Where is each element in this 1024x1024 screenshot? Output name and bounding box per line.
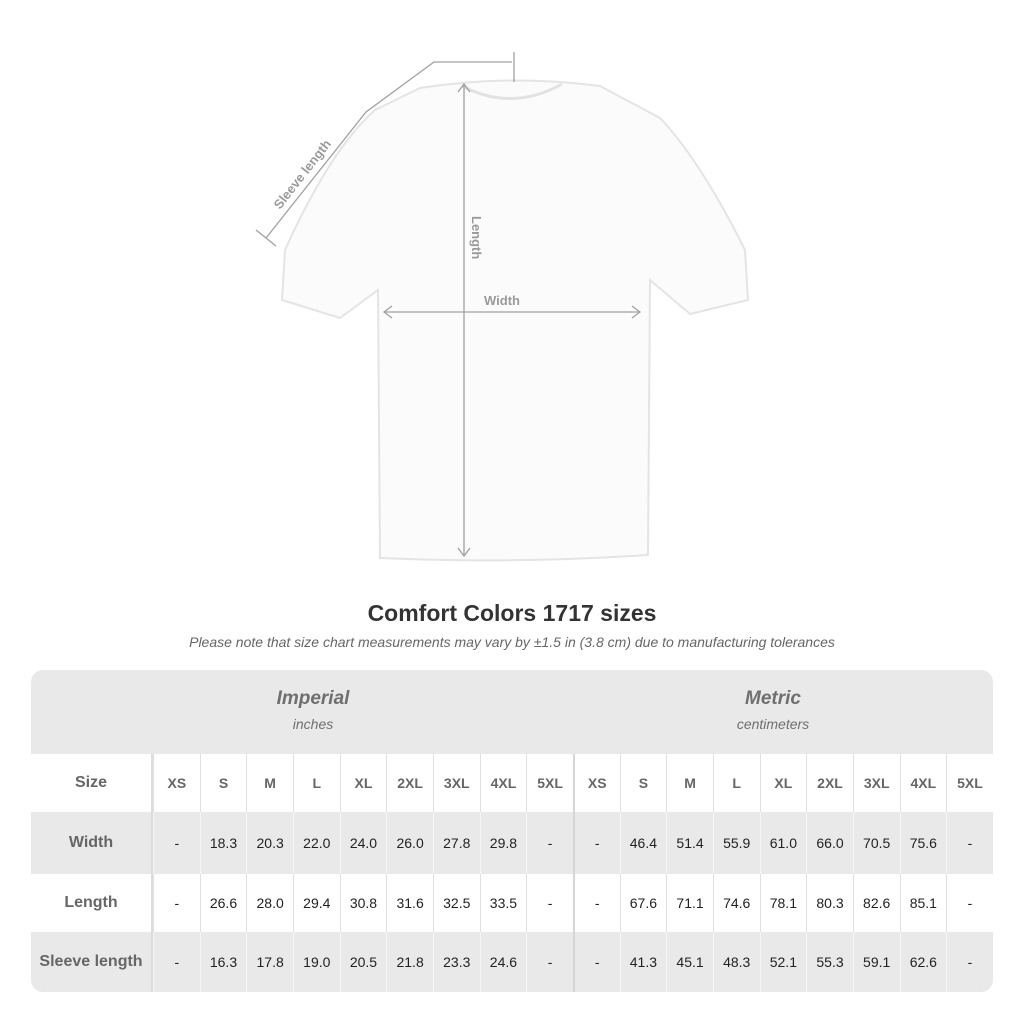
table-cell: 59.1 [852, 932, 900, 992]
table-cell: S [199, 754, 247, 812]
row-label: Sleeve length [31, 932, 153, 992]
table-cell: 29.8 [479, 812, 527, 874]
table-cell: 32.5 [432, 874, 480, 932]
size-header-row: Size XS S M L XL 2XL 3XL 4XL 5XL XS S M L XL 2XL 3XL 4XL 5… [31, 754, 993, 812]
table-cell: 4XL [479, 754, 527, 812]
table-cell: - [153, 874, 200, 932]
imperial-header: Imperial inches [153, 670, 473, 754]
table-cell: 24.6 [479, 932, 527, 992]
table-cell: XS [572, 754, 620, 812]
table-cell: - [526, 812, 573, 874]
table-cell: 3XL [432, 754, 480, 812]
size-table: Imperial inches Metric centimeters Size X… [31, 670, 993, 992]
table-cell: 46.4 [619, 812, 667, 874]
table-cell: 78.1 [759, 874, 807, 932]
table-cell: 74.6 [712, 874, 760, 932]
table-cell: 19.0 [292, 932, 340, 992]
table-cell: 82.6 [852, 874, 900, 932]
table-cell: L [292, 754, 340, 812]
table-cell: 67.6 [619, 874, 667, 932]
table-cell: 62.6 [899, 932, 947, 992]
tshirt-diagram: Sleeve length Length Width [255, 52, 750, 562]
table-cell: 2XL [806, 754, 853, 812]
table-cell: 45.1 [666, 932, 713, 992]
table-cell: S [619, 754, 667, 812]
table-header [31, 670, 993, 754]
row-label: Width [31, 812, 153, 874]
table-cell: 5XL [946, 754, 993, 812]
metric-title: Metric [745, 688, 801, 709]
table-cell: 31.6 [386, 874, 433, 932]
row-label: Length [31, 874, 153, 932]
table-cell: 26.6 [199, 874, 247, 932]
table-cell: 21.8 [386, 932, 433, 992]
table-cell: L [712, 754, 760, 812]
table-cell: 4XL [899, 754, 947, 812]
table-cell: - [946, 932, 993, 992]
table-cell: - [572, 932, 620, 992]
table-cell: 41.3 [619, 932, 667, 992]
length-label: Length [469, 216, 484, 259]
table-cell: 51.4 [666, 812, 713, 874]
metric-unit: centimeters [736, 716, 810, 732]
table-cell: 33.5 [479, 874, 527, 932]
table-cell: - [946, 812, 993, 874]
metric-header: Metric centimeters [573, 670, 973, 754]
row-label: Size [31, 754, 153, 812]
table-cell: 22.0 [292, 812, 340, 874]
table-cell: 27.8 [432, 812, 480, 874]
table-cell: 61.0 [759, 812, 807, 874]
width-label: Width [484, 293, 520, 308]
imperial-title: Imperial [276, 688, 350, 709]
table-cell: XL [759, 754, 807, 812]
table-cell: - [153, 932, 200, 992]
table-cell: - [572, 812, 620, 874]
table-row: Length -26.6 28.0 29.4 30.8 31.6 32.5 33.5- -67.… [31, 874, 993, 932]
table-cell: - [572, 874, 620, 932]
table-cell: 24.0 [339, 812, 387, 874]
table-cell: 16.3 [199, 932, 247, 992]
table-cell: - [153, 812, 200, 874]
table-cell: - [526, 932, 573, 992]
table-cell: 80.3 [806, 874, 853, 932]
table-cell: 20.3 [246, 812, 293, 874]
table-cell: M [246, 754, 293, 812]
table-row: Width -18.3 20.3 22.0 24.0 26.0 27.8 29.8- -46.4… [31, 812, 993, 874]
table-cell: 2XL [386, 754, 433, 812]
table-cell: XS [153, 754, 200, 812]
table-cell: 18.3 [199, 812, 247, 874]
table-cell: 29.4 [292, 874, 340, 932]
table-cell: 23.3 [432, 932, 480, 992]
tolerance-note: Please note that size chart measurements… [189, 634, 835, 650]
table-cell: 17.8 [246, 932, 293, 992]
table-cell: - [946, 874, 993, 932]
table-cell: 30.8 [339, 874, 387, 932]
imperial-unit: inches [292, 716, 334, 732]
table-cell: 48.3 [712, 932, 760, 992]
table-cell: 28.0 [246, 874, 293, 932]
table-cell: 55.9 [712, 812, 760, 874]
page-title: Comfort Colors 1717 sizes [367, 600, 657, 626]
table-cell: 75.6 [899, 812, 947, 874]
table-cell: 26.0 [386, 812, 433, 874]
table-cell: 66.0 [806, 812, 853, 874]
table-cell: 55.3 [806, 932, 853, 992]
table-cell: XL [339, 754, 387, 812]
table-cell: M [666, 754, 713, 812]
table-cell: 71.1 [666, 874, 713, 932]
table-cell: 20.5 [339, 932, 387, 992]
tshirt-image [280, 79, 750, 562]
table-cell: 85.1 [899, 874, 947, 932]
table-cell: - [526, 874, 573, 932]
table-cell: 52.1 [759, 932, 807, 992]
table-cell: 5XL [526, 754, 573, 812]
table-row: Sleeve length -16.3 17.8 19.0 20.5 21.8 23.3 24… [31, 932, 993, 992]
table-cell: 70.5 [852, 812, 900, 874]
table-cell: 3XL [852, 754, 900, 812]
